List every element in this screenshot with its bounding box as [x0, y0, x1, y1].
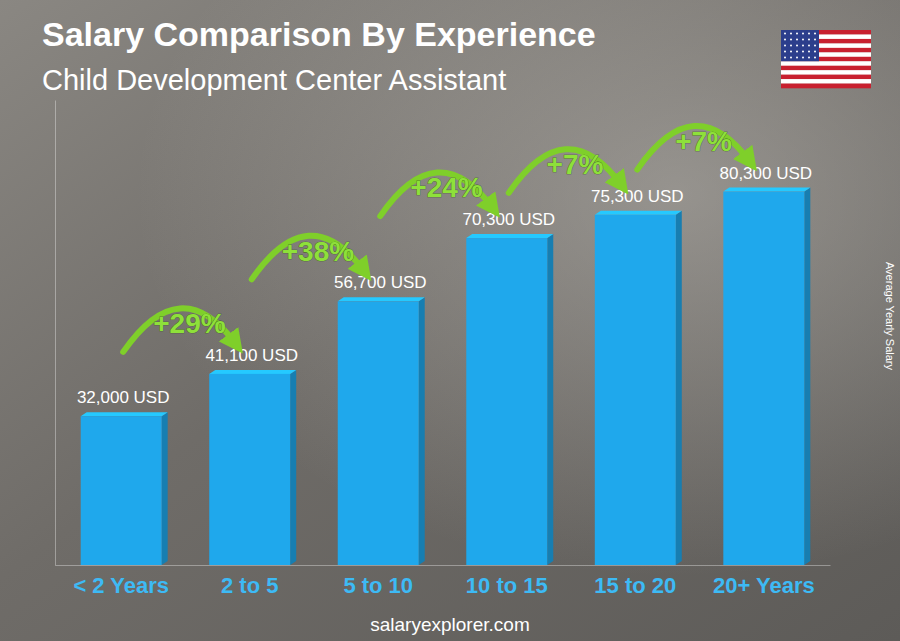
flag-star — [790, 57, 792, 59]
flag-star — [802, 39, 804, 41]
flag-star — [796, 45, 798, 47]
growth-arrow — [123, 308, 236, 352]
flag-stripe — [781, 84, 871, 89]
bar-side — [676, 211, 682, 565]
bar-side — [419, 297, 425, 565]
flag-star — [814, 57, 816, 59]
flag-star — [796, 57, 798, 59]
bar-side — [547, 234, 553, 565]
flag-star — [802, 57, 804, 59]
flag-stripe — [781, 79, 871, 84]
bar-side — [162, 412, 168, 565]
bar — [338, 301, 419, 565]
flag-star — [808, 51, 810, 53]
bar — [723, 192, 804, 565]
bar — [81, 416, 162, 565]
x-tick-label: 15 to 20 — [594, 573, 676, 598]
x-tick-label: 10 to 15 — [466, 573, 548, 598]
bar-top — [209, 370, 296, 374]
growth-arrow — [637, 126, 750, 170]
flag-stripe — [781, 61, 871, 66]
flag-star — [784, 57, 786, 59]
x-tick-label: 5 to 10 — [343, 573, 413, 598]
flag-star — [808, 33, 810, 35]
bars — [81, 188, 811, 565]
flag-star — [802, 51, 804, 53]
flag-star — [796, 39, 798, 41]
y-axis-title: Average Yearly Salary — [884, 262, 896, 371]
flag-star — [808, 39, 810, 41]
flag-star — [784, 33, 786, 35]
flag-stripe — [781, 70, 871, 75]
bar-top — [595, 211, 682, 215]
subtitle: Child Development Center Assistant — [42, 64, 506, 96]
y-axis-line — [55, 101, 56, 566]
bar — [466, 238, 547, 565]
flag-star — [802, 45, 804, 47]
flag — [781, 30, 871, 88]
background-glow — [0, 0, 900, 641]
growth-arrow — [380, 173, 493, 217]
annotation: +7% — [675, 126, 732, 157]
x-tick: < 2 Years — [73, 565, 169, 598]
bar-side — [290, 370, 296, 565]
data-label: 56,700 USD — [334, 273, 427, 292]
bar-top — [723, 188, 810, 192]
flag-star — [814, 51, 816, 53]
x-tick: 2 to 5 — [221, 565, 278, 598]
growth-arrow — [252, 236, 365, 280]
x-tick: 10 to 15 — [466, 565, 548, 598]
x-tick: 15 to 20 — [594, 565, 676, 598]
flag-star — [814, 45, 816, 47]
flag-star — [814, 39, 816, 41]
flag-star — [790, 45, 792, 47]
data-label: 32,000 USD — [77, 388, 170, 407]
annotation: +7% — [547, 149, 604, 180]
bar — [595, 215, 676, 565]
y-axis — [55, 101, 56, 566]
x-tick-label: 20+ Years — [713, 573, 815, 598]
flag-star — [796, 51, 798, 53]
chart: Salary Comparison By Experience Child Dev… — [0, 0, 900, 641]
background — [0, 0, 900, 641]
flag-star — [802, 33, 804, 35]
data-label: 70,300 USD — [462, 210, 555, 229]
annotation: +29% — [153, 308, 225, 339]
title: Salary Comparison By Experience — [42, 15, 596, 53]
flag-star — [814, 33, 816, 35]
data-label: 80,300 USD — [719, 164, 812, 183]
flag-star — [808, 57, 810, 59]
bar-top — [338, 297, 425, 301]
bar — [209, 374, 290, 565]
flag-star — [796, 33, 798, 35]
bar-top — [81, 412, 168, 416]
x-axis: < 2 Years 2 to 5 5 to 10 10 to 15 15 to 20 20… — [56, 565, 831, 598]
flag-star — [784, 39, 786, 41]
flag-star — [808, 45, 810, 47]
source: salaryexplorer.com — [370, 614, 529, 635]
flag-star — [784, 51, 786, 53]
x-tick: 5 to 10 — [343, 565, 413, 598]
bar-side — [804, 188, 810, 565]
data-label: 41,100 USD — [205, 346, 298, 365]
annotation: +24% — [410, 172, 482, 203]
growth-arrow — [509, 149, 622, 193]
annotation: +38% — [282, 236, 354, 267]
x-axis-line — [56, 565, 831, 566]
x-tick-label: < 2 Years — [73, 573, 169, 598]
bar-top — [466, 234, 553, 238]
x-tick: 20+ Years — [713, 565, 815, 598]
flag-stripe — [781, 66, 871, 71]
flag-stripe — [781, 75, 871, 80]
flag-star — [784, 45, 786, 47]
flag-star — [790, 33, 792, 35]
flag-canton — [781, 30, 819, 61]
flag-star — [790, 39, 792, 41]
flag-star — [790, 51, 792, 53]
x-tick-label: 2 to 5 — [221, 573, 278, 598]
data-label: 75,300 USD — [591, 187, 684, 206]
